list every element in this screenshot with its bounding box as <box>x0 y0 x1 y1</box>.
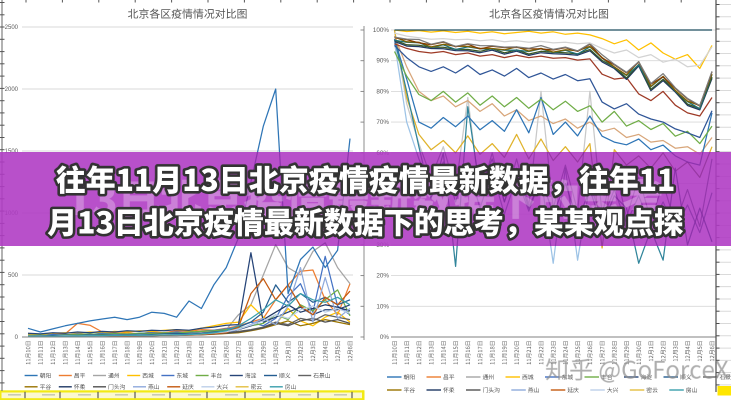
svg-text:80%: 80% <box>376 88 389 95</box>
svg-text:500: 500 <box>8 273 19 279</box>
svg-text:70%: 70% <box>376 119 389 126</box>
svg-text:0: 0 <box>15 335 19 341</box>
svg-text:20%: 20% <box>376 273 389 280</box>
svg-text:90%: 90% <box>376 58 389 65</box>
svg-text:100%: 100% <box>373 27 390 34</box>
svg-text:2000: 2000 <box>5 87 19 93</box>
svg-text:0%: 0% <box>380 334 390 341</box>
svg-text:2500: 2500 <box>5 25 19 31</box>
svg-text:10%: 10% <box>376 303 389 310</box>
